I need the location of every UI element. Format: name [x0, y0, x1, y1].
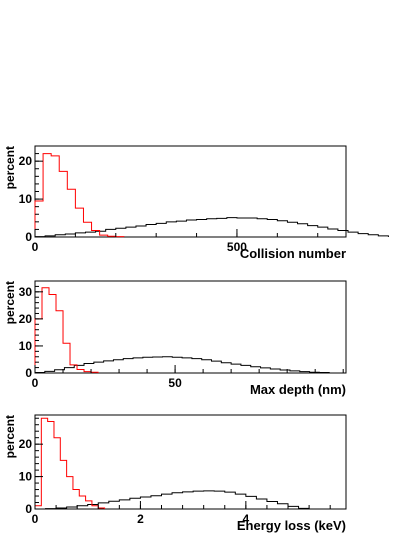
plot-frame	[34, 414, 347, 510]
y-tick-label: 10	[19, 470, 33, 484]
x-axis-title: Energy loss (keV)	[237, 518, 346, 533]
y-tick-label: 20	[19, 437, 33, 451]
y-axis-title: percent	[3, 146, 17, 189]
histogram-series-2	[34, 287, 99, 373]
plot-frame	[34, 280, 347, 374]
y-tick-label: 20	[19, 312, 33, 326]
x-tick-label: 0	[32, 240, 39, 254]
y-tick-label: 0	[25, 502, 32, 516]
panel-2: 0 10 20 30 0 50 percent Max depth (nm)	[3, 280, 347, 397]
x-axis-title: Max depth (nm)	[250, 382, 346, 397]
histogram-series-2	[34, 417, 106, 509]
histogram-series-1	[35, 490, 310, 510]
x-axis-title: Collision number	[240, 246, 346, 261]
panel-1: 0 10 20 0 500 percent Collision number	[3, 145, 389, 261]
y-tick-label: 30	[19, 285, 33, 299]
histogram-series-2	[34, 153, 125, 238]
y-tick-label: 0	[25, 366, 32, 380]
y-tick-label: 10	[19, 192, 33, 206]
histogram-series-1	[34, 217, 389, 238]
x-tick-label: 4	[243, 512, 250, 526]
x-tick-label: 2	[137, 512, 144, 526]
y-tick-label: 20	[19, 154, 33, 168]
histogram-series-1	[34, 356, 330, 373]
y-tick-label: 10	[19, 339, 33, 353]
x-tick-label: 0	[32, 512, 39, 526]
panel-3: 0 10 20 0 2 4 percent Energy loss (keV)	[3, 414, 347, 533]
x-tick-label: 0	[32, 376, 39, 390]
y-axis-title: percent	[3, 415, 17, 458]
y-axis-title: percent	[3, 281, 17, 324]
x-tick-label: 500	[227, 240, 247, 254]
x-tick-label: 50	[168, 376, 182, 390]
y-tick-label: 0	[25, 230, 32, 244]
